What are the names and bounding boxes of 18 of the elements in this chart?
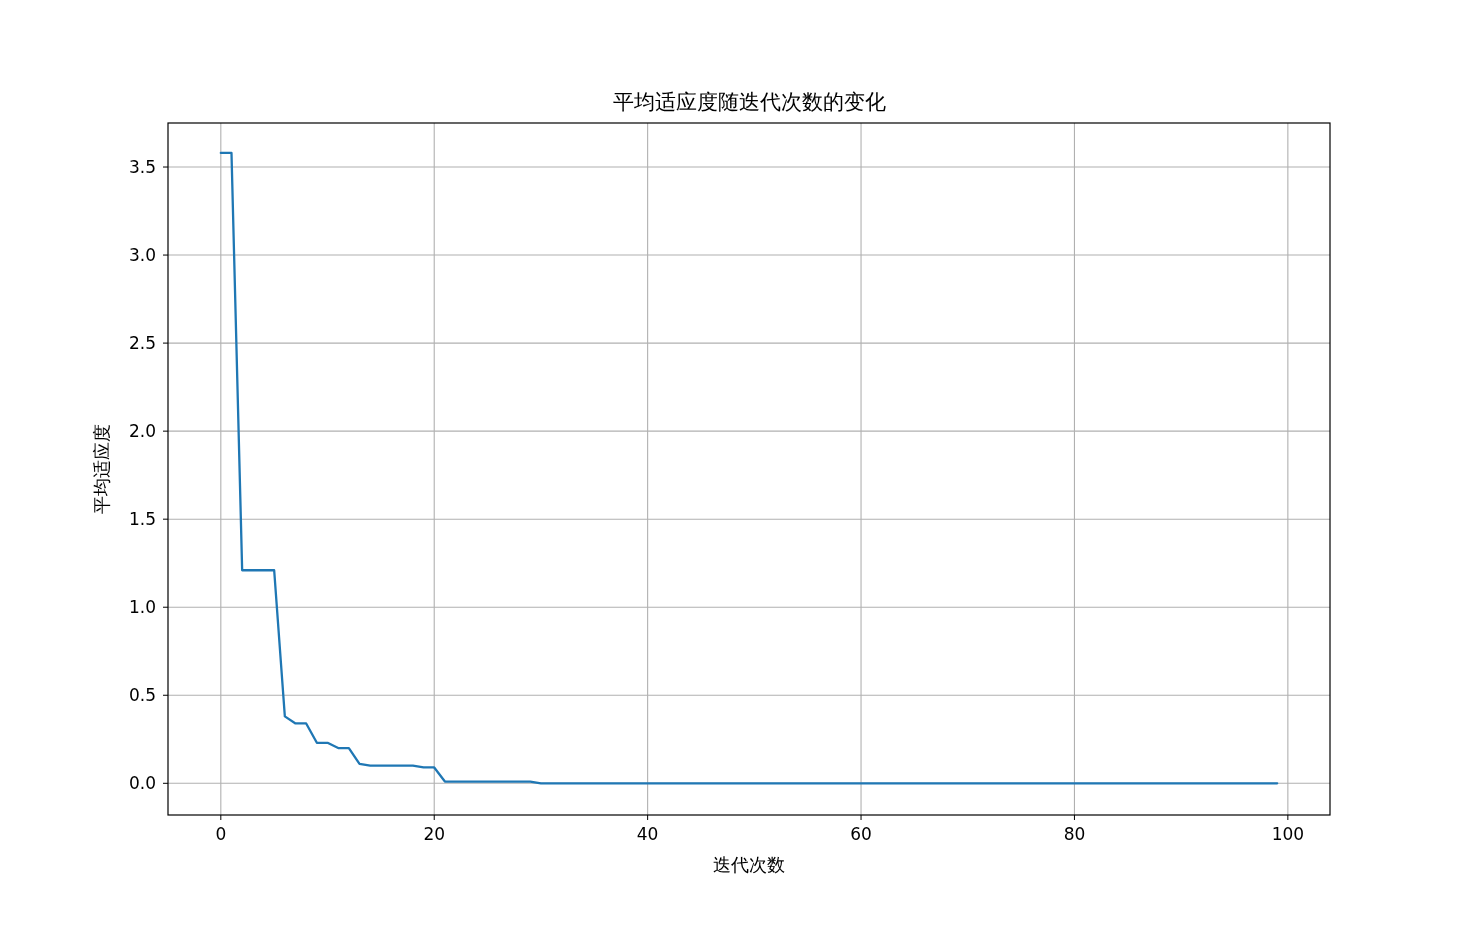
y-tick-label: 1.0: [128, 597, 156, 618]
y-tick-label: 3.0: [128, 245, 156, 266]
x-tick-label: 80: [1063, 824, 1086, 844]
line-series: [219, 151, 1279, 785]
x-axis-title: 迭代次数: [713, 854, 785, 875]
x-tick-label: 20: [423, 824, 446, 844]
y-tick-label: 0.0: [128, 773, 156, 794]
y-tick-label: 1.5: [128, 509, 156, 530]
x-tick-label: 100: [1271, 824, 1305, 844]
y-tick-label: 0.5: [128, 685, 156, 706]
chart-title: 平均适应度随迭代次数的变化: [612, 90, 886, 114]
x-tick-label: 0: [215, 824, 227, 844]
x-tick-label: 40: [636, 824, 659, 844]
y-tick-label: 2.5: [128, 333, 156, 354]
y-axis-title: 平均适应度: [91, 424, 112, 514]
y-tick-label: 2.0: [128, 421, 156, 442]
y-tick-label: 3.5: [128, 157, 156, 178]
x-tick-label: 60: [850, 824, 872, 844]
